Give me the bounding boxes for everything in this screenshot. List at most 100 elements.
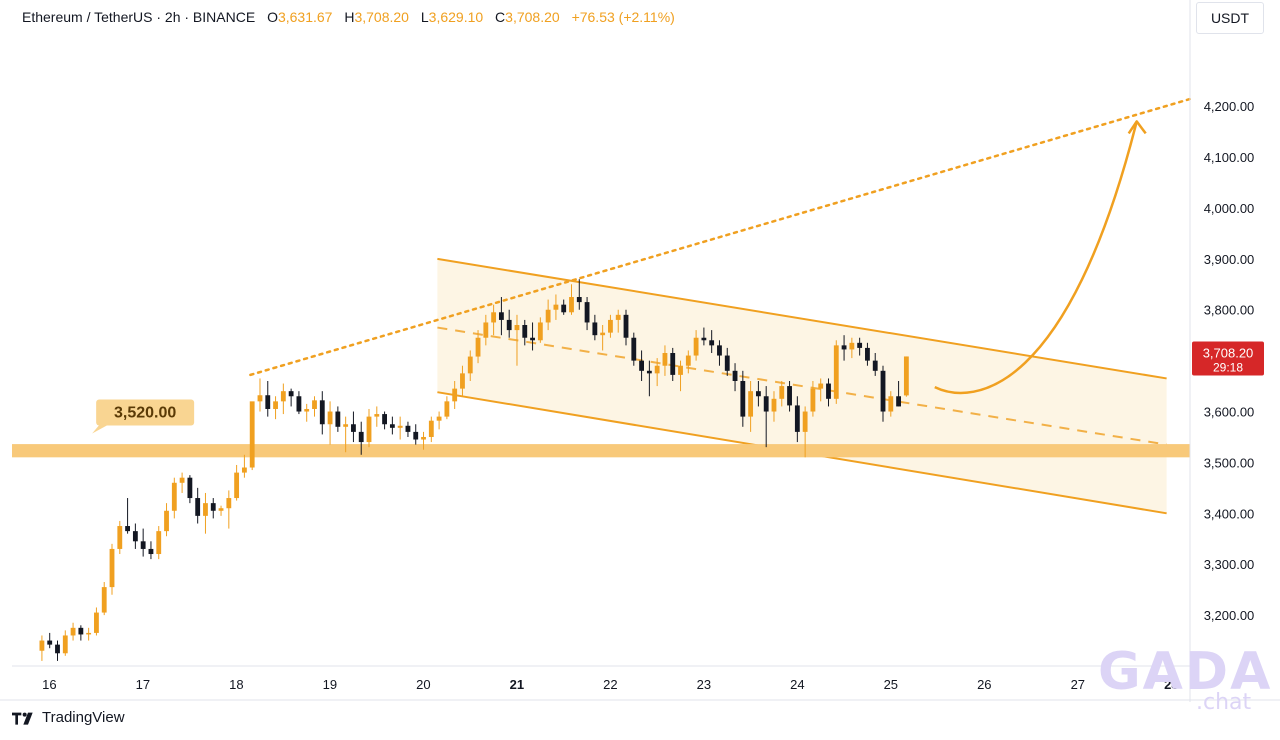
y-tick-label: 4,200.00 <box>1204 99 1255 114</box>
candle <box>880 365 886 422</box>
candle <box>569 284 574 315</box>
candle <box>218 505 224 516</box>
candle <box>288 388 294 407</box>
y-tick-label: 3,400.00 <box>1204 506 1255 521</box>
candle <box>810 380 816 417</box>
candle-body <box>327 411 333 425</box>
candle <box>553 294 559 320</box>
y-tick-label: 3,500.00 <box>1204 455 1255 470</box>
x-tick-label: 25 <box>884 677 898 692</box>
x-tick-label: 21 <box>510 677 524 692</box>
candle <box>55 640 60 661</box>
candle-body <box>460 373 465 389</box>
candle <box>140 528 146 557</box>
candle <box>94 607 99 636</box>
candle-body <box>802 411 808 432</box>
candle-body <box>421 436 426 440</box>
candle-body <box>436 416 442 421</box>
candle <box>327 401 333 445</box>
candle <box>304 403 310 422</box>
candle <box>903 356 909 397</box>
x-tick-label: 17 <box>136 677 150 692</box>
low-value: 3,629.10 <box>428 9 484 25</box>
candle-body <box>826 383 831 399</box>
support-band <box>12 444 1190 458</box>
y-tick-label: 4,000.00 <box>1204 201 1255 216</box>
candle-body <box>343 424 349 427</box>
candle <box>374 406 380 427</box>
candle-body <box>592 322 598 336</box>
candle <box>203 492 208 534</box>
candle-body <box>444 401 450 417</box>
candle <box>779 380 785 407</box>
candle-body <box>896 396 901 407</box>
candle <box>748 380 754 432</box>
candle-body <box>203 503 208 516</box>
candle <box>740 370 746 427</box>
candle <box>693 330 699 361</box>
candle-body <box>530 337 535 341</box>
candle-body <box>226 498 232 509</box>
candle-body <box>210 503 216 511</box>
candle <box>358 421 364 455</box>
candle-body <box>140 541 146 549</box>
candle <box>818 378 824 402</box>
candle-body <box>537 322 543 341</box>
forecast-arrowhead <box>1127 120 1147 135</box>
x-tick-label: 24 <box>790 677 804 692</box>
candle-body <box>288 391 294 397</box>
candle <box>273 396 278 420</box>
candle-body <box>483 322 489 338</box>
watermark-suffix: .chat <box>1196 690 1252 715</box>
axes-layer: 4,200.00 4,100.00 4,000.00 3,900.00 3,800.00… <box>0 0 1280 702</box>
candle <box>280 383 286 415</box>
currency-button[interactable]: USDT <box>1196 2 1264 34</box>
candle <box>787 380 792 412</box>
current-price-tag <box>1192 341 1264 376</box>
candle-body <box>841 345 847 350</box>
candle <box>654 358 660 387</box>
symbol-title[interactable]: Ethereum / TetherUS · 2h · BINANCE <box>22 9 256 25</box>
candle-body <box>771 398 777 412</box>
candle-body <box>109 548 115 588</box>
channel-mid-line <box>437 326 1167 446</box>
candle <box>382 411 387 430</box>
candle <box>109 543 115 595</box>
candle <box>865 342 870 366</box>
candle <box>39 635 45 661</box>
candle-body <box>171 482 177 511</box>
candle-body <box>312 400 317 409</box>
candle <box>670 347 676 381</box>
tradingview-brand[interactable]: TradingView <box>12 709 125 726</box>
candle <box>405 421 411 437</box>
x-tick-label: 28 <box>1164 677 1178 692</box>
candle-body <box>662 353 668 366</box>
candle <box>826 378 831 407</box>
candle-body <box>148 548 154 555</box>
candle <box>685 350 691 374</box>
y-tick-label: 3,900.00 <box>1204 252 1255 267</box>
candle <box>257 378 263 412</box>
y-tick-label: 3,600.00 <box>1204 405 1255 420</box>
candle-body <box>47 640 53 645</box>
candle-body <box>872 360 878 371</box>
candle <box>755 380 761 407</box>
candle-body <box>654 365 660 374</box>
candle <box>872 353 878 376</box>
candle-body <box>218 508 224 511</box>
candle-body <box>678 365 683 375</box>
candle-body <box>467 356 473 374</box>
candle <box>631 332 637 366</box>
candle <box>615 309 621 333</box>
candle <box>265 380 271 417</box>
overlay-layer: 3,520.00 <box>92 97 1192 434</box>
candle-body <box>865 347 870 361</box>
candle <box>771 391 777 422</box>
candle <box>896 380 901 407</box>
candle <box>646 360 652 397</box>
candle-body <box>78 627 84 635</box>
candle-body <box>156 531 162 555</box>
candle <box>592 314 598 341</box>
candle-body <box>382 414 387 425</box>
